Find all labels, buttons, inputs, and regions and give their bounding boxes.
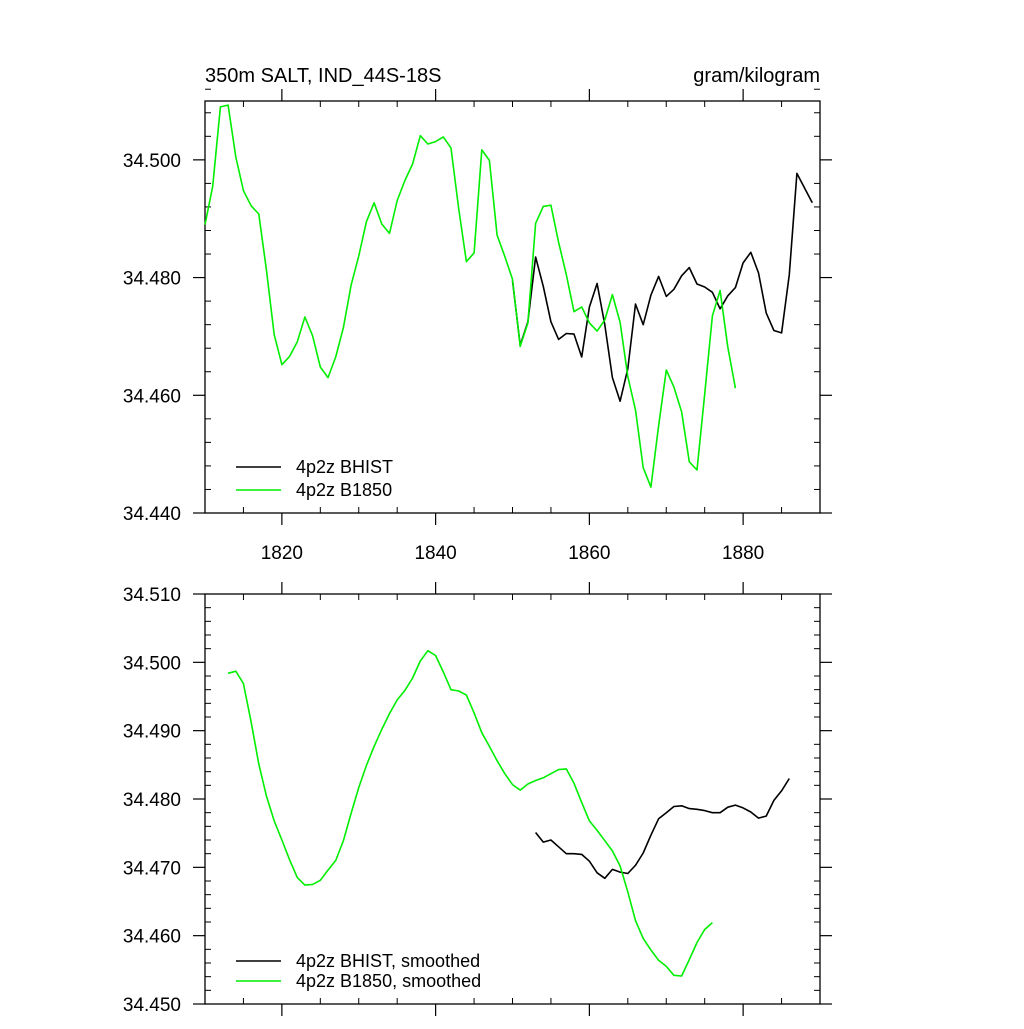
x-tick-label: 1840 [414,543,456,564]
plot-frame [204,593,821,1005]
y-tick-label: 34.480 [123,269,181,290]
y-tick-label: 34.500 [123,653,181,674]
series-line-bhist [534,778,790,880]
legend-label-bhist: 4p2z BHIST [296,457,393,477]
x-tick-label: 1820 [261,543,303,564]
y-tick-label: 34.460 [123,386,181,407]
y-tick-label: 34.510 [123,585,181,606]
legend-label-b1850: 4p2z B1850 [296,480,392,500]
plot-frame [204,100,821,514]
y-tick-label: 34.490 [123,722,181,743]
y-tick-label: 34.450 [123,995,181,1016]
series-line-b1850 [227,649,713,977]
legend-label-b1850: 4p2z B1850, smoothed [296,971,481,991]
y-tick-label: 34.440 [123,504,181,525]
y-tick-label: 34.470 [123,858,181,879]
chart-units: gram/kilogram [693,65,820,87]
y-tick-label: 34.500 [123,151,181,172]
top-panel: 1820 1840 1860 1880 34.440 34.460 34.480 34.500… [123,65,832,564]
legend-label-bhist: 4p2z BHIST, smoothed [296,951,480,971]
chart-title: 350m SALT, IND_44S-18S [205,65,441,87]
series-line-b1850 [204,104,737,488]
y-tick-label: 34.460 [123,927,181,948]
x-tick-label: 1880 [722,543,764,564]
bottom-panel: 34.450 34.460 34.470 34.480 34.490 34.500 34.5… [123,582,832,1016]
y-tick-label: 34.480 [123,790,181,811]
x-tick-label: 1860 [568,543,610,564]
series-line-bhist [511,172,814,403]
